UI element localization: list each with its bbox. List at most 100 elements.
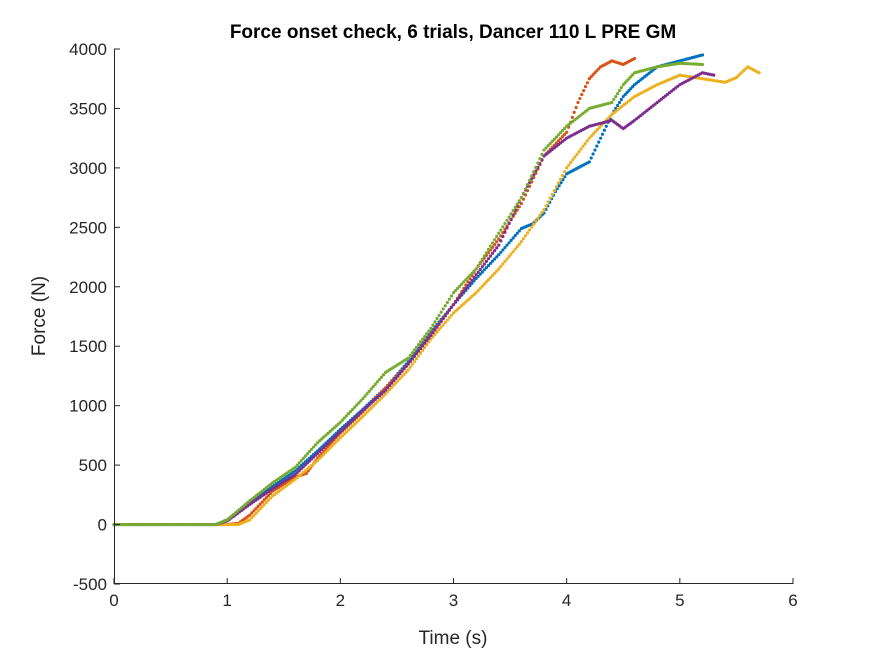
data-point: [604, 124, 608, 128]
data-point: [400, 369, 404, 373]
data-point: [528, 178, 532, 182]
data-point: [614, 106, 618, 111]
data-point: [458, 284, 462, 288]
data-point: [408, 353, 412, 358]
data-point: [470, 278, 474, 282]
data-point: [700, 53, 705, 57]
data-point: [581, 144, 585, 148]
data-point: [375, 380, 379, 384]
data-point: [571, 158, 575, 162]
data-point: [536, 161, 540, 165]
data-point: [344, 430, 349, 434]
data-point: [474, 291, 478, 295]
data-point: [486, 263, 491, 268]
data-point: [293, 465, 297, 470]
data-point: [567, 163, 571, 167]
data-point: [386, 386, 390, 390]
data-point: [623, 81, 627, 85]
data-point: [357, 401, 361, 405]
data-point: [258, 507, 262, 511]
data-point: [523, 187, 528, 191]
data-point: [262, 498, 266, 502]
data-point: [576, 100, 580, 105]
data-point: [556, 133, 561, 137]
data-point: [324, 433, 328, 437]
data-point: [557, 184, 561, 188]
x-tick-label: 5: [675, 591, 684, 610]
data-point: [595, 127, 600, 132]
data-point: [582, 89, 586, 93]
data-point: [369, 406, 373, 410]
x-tick-label: 3: [449, 591, 458, 610]
data-point: [507, 241, 511, 245]
data-point: [542, 148, 546, 152]
data-point: [570, 115, 574, 119]
data-point: [513, 205, 517, 209]
data-point: [583, 85, 588, 89]
data-point: [340, 434, 344, 438]
data-point: [316, 451, 320, 455]
data-point: [470, 271, 474, 275]
x-ticks: 0 1 2 3 4 5 6: [109, 578, 798, 610]
data-point: [509, 238, 513, 243]
data-point: [375, 400, 379, 404]
data-point: [534, 219, 538, 223]
y-tick-label: -500: [73, 575, 107, 594]
data-point: [534, 165, 538, 169]
chart-title: Force onset check, 6 trials, Dancer 110 …: [230, 22, 676, 43]
data-point: [482, 254, 486, 258]
data-point: [361, 396, 365, 401]
data-point: [550, 139, 554, 144]
data-point: [363, 406, 367, 411]
data-point: [359, 416, 363, 420]
data-point: [476, 264, 480, 268]
data-point: [299, 459, 303, 463]
data-point: [330, 438, 334, 442]
data-point: [248, 513, 252, 517]
data-point: [509, 252, 513, 256]
data-point: [373, 382, 377, 386]
data-point: [357, 412, 361, 416]
data-point: [595, 144, 599, 148]
data-point: [631, 73, 635, 77]
data-point: [462, 280, 466, 284]
data-point: [439, 310, 443, 314]
data-point: [511, 208, 515, 213]
data-point: [416, 354, 421, 358]
data-point: [328, 439, 332, 444]
data-point: [435, 330, 439, 334]
data-point: [478, 267, 482, 272]
data-point: [464, 278, 468, 282]
data-point: [486, 278, 491, 282]
data-point: [353, 405, 357, 409]
data-point: [369, 401, 373, 405]
data-point: [328, 446, 332, 450]
data-point: [532, 222, 536, 226]
data-point: [560, 134, 565, 139]
data-point: [493, 238, 497, 242]
data-point: [365, 410, 369, 414]
data-point: [629, 75, 633, 79]
data-point: [456, 297, 460, 301]
data-point: [509, 217, 513, 221]
data-point: [254, 511, 258, 515]
data-point: [357, 418, 361, 422]
data-point: [349, 420, 353, 424]
y-tick-label: 4000: [69, 40, 107, 59]
data-point: [349, 409, 353, 414]
data-point: [493, 271, 497, 275]
data-point: [365, 405, 369, 409]
data-point: [416, 343, 421, 347]
data-point: [324, 450, 328, 454]
data-point: [451, 311, 456, 315]
data-point: [460, 282, 464, 286]
data-point: [418, 351, 423, 355]
data-point: [303, 454, 307, 458]
data-point: [488, 275, 493, 280]
data-point: [318, 439, 322, 443]
data-point: [462, 302, 466, 306]
data-point: [507, 254, 511, 259]
data-point: [318, 456, 322, 460]
data-point: [361, 414, 365, 418]
data-point: [295, 463, 299, 467]
